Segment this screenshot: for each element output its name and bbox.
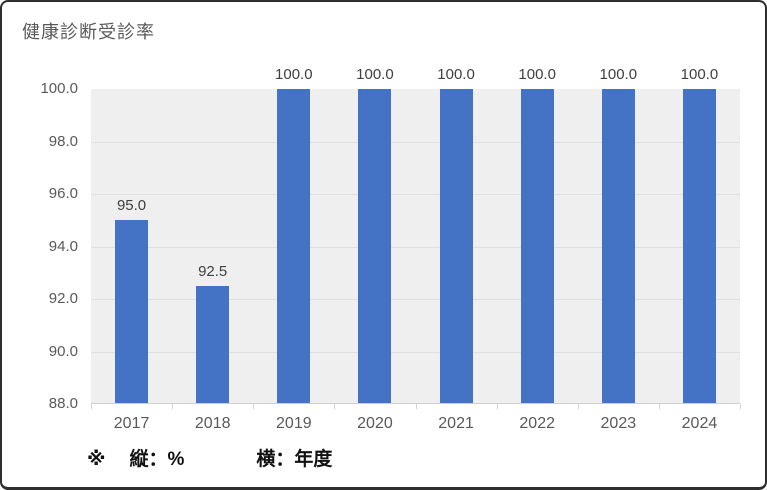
bar-value-label: 92.5 — [198, 262, 228, 280]
x-axis-tick — [658, 404, 660, 409]
y-axis-label: 100.0 — [40, 80, 78, 97]
axis-note: ※ 縦：% 横：年度 — [87, 444, 332, 471]
bar-2022 — [520, 89, 554, 403]
x-axis-tick — [496, 404, 498, 409]
bar-2019 — [277, 89, 311, 403]
note-marker: ※ — [87, 449, 106, 470]
x-axis-tick — [577, 404, 579, 409]
x-axis-label: 2023 — [600, 415, 637, 432]
gridline — [91, 299, 740, 300]
note-horizontal-axis-label: 横：年度 — [256, 449, 333, 470]
plot-area — [91, 89, 740, 404]
bar-value-label: 100.0 — [518, 66, 556, 83]
bar-2024 — [682, 89, 716, 403]
bar-value-label: 100.0 — [275, 66, 313, 83]
bar-value-label: 95.0 — [116, 197, 147, 215]
x-axis-tick — [740, 404, 741, 409]
bar-2023 — [601, 89, 635, 403]
y-axis-label: 94.0 — [48, 237, 78, 255]
bar-2020 — [358, 89, 392, 403]
y-axis-label: 88.0 — [48, 395, 78, 412]
y-axis-label: 92.0 — [48, 290, 78, 307]
chart-title: 健康診断受診率 — [22, 22, 155, 42]
bar-2018 — [196, 285, 230, 403]
x-axis-label: 2017 — [113, 415, 150, 432]
bar-value-label: 100.0 — [680, 66, 719, 83]
y-axis-label: 98.0 — [48, 132, 78, 150]
x-axis-label: 2018 — [194, 415, 231, 432]
x-axis-label: 2020 — [357, 415, 393, 432]
x-axis-label: 2019 — [276, 415, 312, 432]
bar-value-label: 100.0 — [599, 66, 638, 83]
x-axis-tick — [334, 404, 336, 409]
x-axis-label: 2021 — [438, 415, 474, 432]
bar-2017 — [115, 220, 149, 403]
gridline — [91, 194, 740, 195]
bar-value-label: 100.0 — [356, 66, 394, 83]
x-axis-label: 2022 — [519, 415, 555, 432]
x-axis-tick — [172, 404, 174, 409]
x-axis-label: 2024 — [681, 415, 718, 432]
bar-2021 — [439, 89, 473, 403]
x-axis-line — [91, 403, 740, 404]
gridline — [91, 141, 740, 143]
x-axis-tick — [415, 404, 417, 409]
x-axis-tick — [253, 404, 255, 409]
gridline — [91, 351, 740, 353]
bar-value-label: 100.0 — [437, 66, 475, 83]
gridline — [91, 246, 740, 248]
y-axis-label: 96.0 — [48, 185, 78, 202]
x-axis-tick — [91, 404, 92, 409]
y-axis-label: 90.0 — [48, 342, 78, 360]
note-vertical-axis-label: 縦：% — [129, 449, 185, 470]
